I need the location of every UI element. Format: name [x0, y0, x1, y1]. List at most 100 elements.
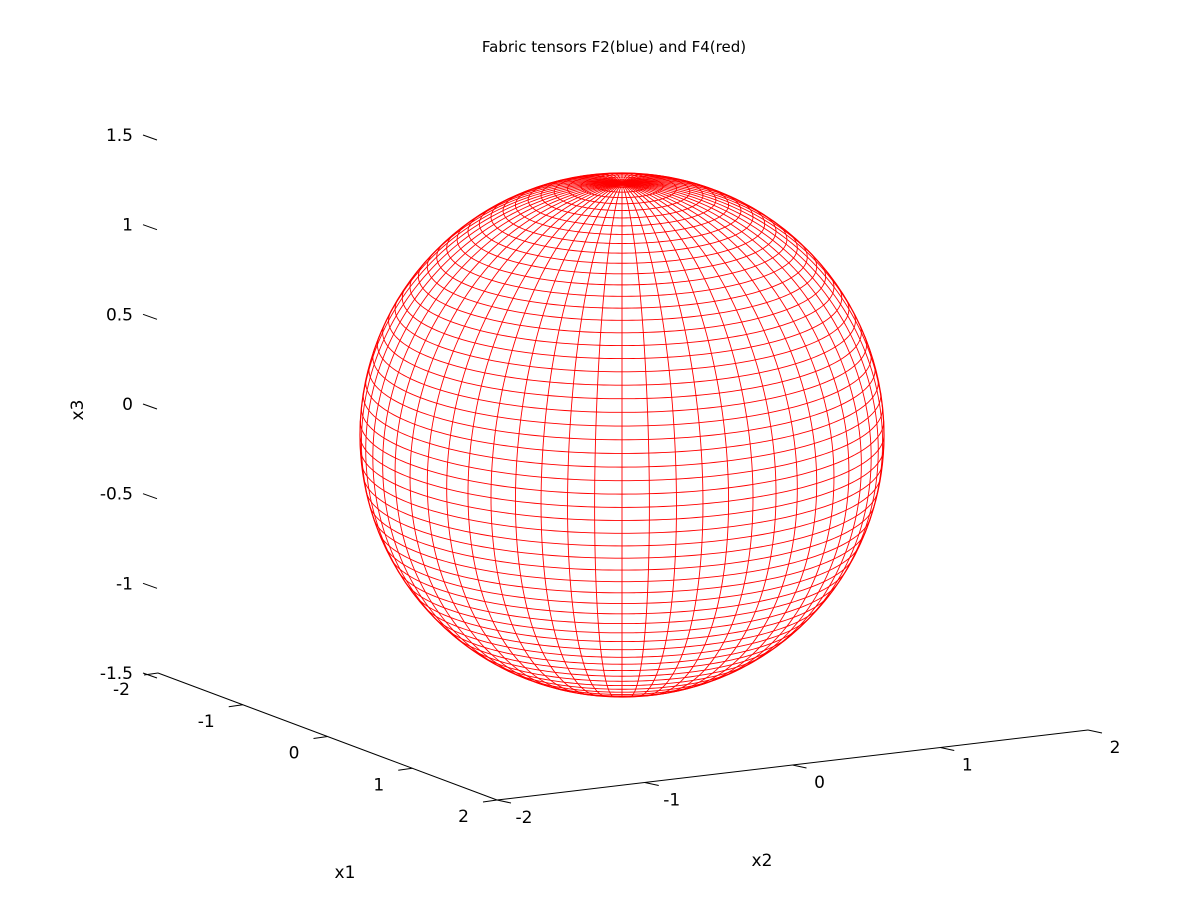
sphere-parallel — [580, 174, 664, 199]
x3-axis-label: x3 — [68, 400, 88, 421]
x1-tick-mark — [313, 736, 328, 739]
x2-tick-label: -2 — [516, 808, 533, 828]
sphere-parallel — [607, 179, 637, 188]
x1-tick-mark — [228, 704, 243, 708]
x3-tick-mark — [142, 134, 158, 141]
sphere-parallel — [372, 349, 872, 427]
sphere-meridian — [621, 182, 798, 690]
sphere-meridian — [540, 182, 623, 697]
sphere-parallel — [502, 190, 742, 244]
x2-ticks: -2 -1 0 1 2 — [496, 729, 1121, 828]
sphere-parallel — [378, 532, 866, 594]
x3-tick-label: -1 — [116, 574, 133, 594]
x3-tick-mark — [142, 672, 158, 679]
sphere-parallel — [514, 184, 730, 235]
sphere-meridian — [594, 183, 623, 698]
sphere-meridian — [621, 182, 777, 693]
sphere-meridian — [382, 182, 623, 663]
sphere-parallel — [442, 625, 802, 665]
sphere-parallel — [388, 310, 856, 386]
sphere-parallel — [401, 284, 843, 360]
x3-tick-mark — [142, 403, 158, 410]
x1-tick-label: 0 — [289, 744, 300, 764]
sphere-parallel — [382, 323, 862, 400]
x1-tick-label: 2 — [458, 807, 469, 827]
x1-tick-label: -1 — [198, 712, 215, 732]
sphere-meridian — [446, 182, 623, 690]
x3-tick-label: -0.5 — [100, 485, 133, 505]
sphere-meridian — [621, 182, 862, 663]
sphere-parallel — [454, 636, 790, 672]
sphere-parallel — [373, 518, 871, 583]
sphere-meridian — [621, 182, 879, 606]
x3-tick-label: 0.5 — [106, 305, 133, 325]
x2-tick-mark — [792, 764, 807, 769]
sphere-meridian — [621, 182, 835, 682]
sphere-parallel — [359, 448, 885, 521]
sphere-parallel — [359, 434, 885, 508]
sphere-parallel — [376, 335, 868, 413]
sphere-parallel — [361, 463, 883, 534]
sphere-parallel — [422, 604, 822, 651]
axes: -2 -1 0 1 2 -2 -1 0 1 2 1.5 1 0.5 0 -0.5 -1 -1.5 — [100, 126, 1121, 828]
sphere-meridian — [621, 182, 677, 697]
sphere-meridian — [621, 182, 704, 697]
sphere-parallel — [491, 661, 753, 687]
sphere-meridian — [621, 182, 850, 674]
x1-ticks: -2 -1 0 1 2 — [113, 672, 498, 827]
sphere-parallel — [405, 582, 839, 634]
sphere-parallel — [540, 173, 704, 219]
x3-tick-mark — [142, 313, 158, 320]
sphere-meridian — [514, 182, 623, 696]
x2-tick-label: -1 — [663, 791, 680, 811]
sphere-meridian — [621, 182, 884, 539]
sphere-parallel — [567, 173, 677, 205]
sphere-parallel — [365, 376, 879, 454]
sphere-parallel — [426, 250, 818, 321]
x3-tick-label: 1.5 — [106, 126, 133, 146]
sphere-parallel — [467, 212, 777, 275]
sphere-parallel — [506, 669, 738, 690]
sphere-parallel — [369, 505, 875, 571]
sphere-meridian — [621, 183, 650, 698]
x3-tick-mark — [142, 224, 158, 231]
x3-tick-mark — [142, 582, 158, 589]
sphere-parallel — [365, 490, 879, 559]
sphere-parallel — [360, 406, 884, 482]
f4-sphere-surface — [359, 172, 885, 698]
x2-tick-label: 2 — [1110, 738, 1121, 758]
sphere-parallel — [490, 197, 754, 254]
sphere-parallel — [432, 615, 812, 658]
x1-tick-label: -2 — [113, 680, 130, 700]
sphere-parallel — [466, 645, 778, 677]
x1-tick-mark — [398, 767, 413, 771]
sphere-meridian — [394, 182, 623, 674]
sphere-parallel — [436, 240, 808, 309]
x2-tick-mark — [1087, 729, 1103, 734]
x3-tick-label: 0 — [122, 395, 133, 415]
x3-tick-mark — [142, 493, 158, 500]
sphere-meridian — [467, 182, 623, 693]
x1-tick-label: 1 — [373, 775, 384, 795]
sphere-parallel — [394, 297, 850, 373]
x3-tick-label: 1 — [122, 216, 133, 236]
sphere-parallel — [417, 261, 827, 334]
x2-tick-mark — [496, 799, 512, 804]
sphere-parallel — [456, 221, 788, 286]
sphere-parallel — [397, 570, 847, 625]
sphere-meridian — [621, 182, 818, 687]
x3-tick-label: -1.5 — [100, 664, 133, 684]
x2-tick-label: 0 — [814, 773, 825, 793]
sphere-meridian — [409, 182, 623, 682]
sphere-parallel — [478, 204, 766, 264]
chart-title: Fabric tensors F2(blue) and F4(red) — [482, 38, 746, 56]
sphere-meridian — [365, 182, 623, 606]
sphere-parallel — [527, 178, 717, 227]
sphere-parallel — [409, 273, 835, 347]
sphere-meridian — [360, 182, 623, 539]
sphere-parallel — [359, 419, 885, 495]
sphere-meridian — [372, 182, 623, 642]
x1-tick-mark — [482, 799, 498, 803]
x2-axis-label: x2 — [752, 851, 773, 871]
